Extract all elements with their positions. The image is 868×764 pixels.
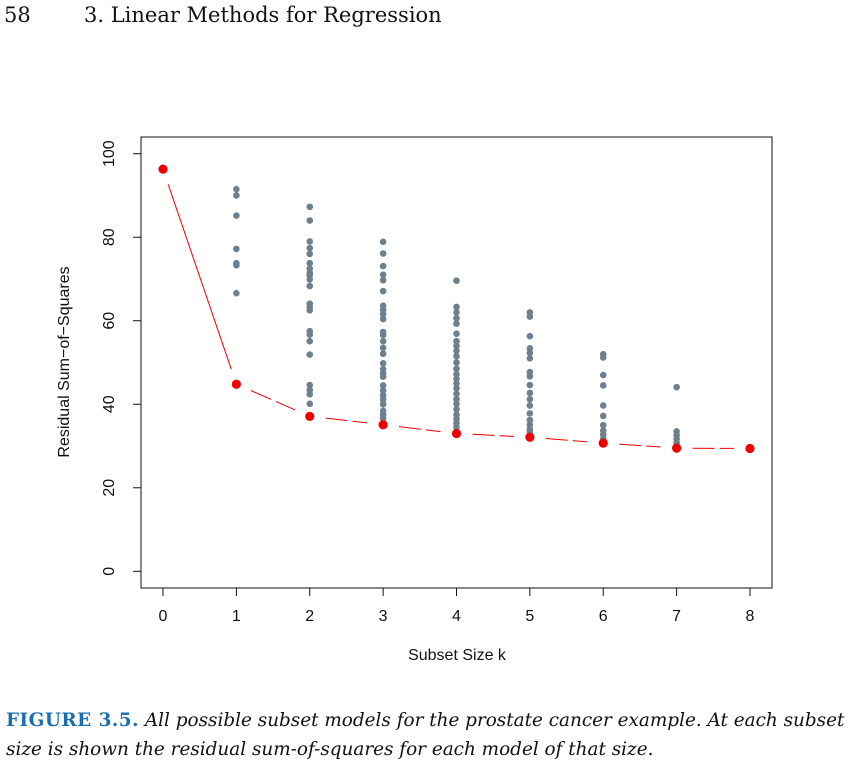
- model-point: [527, 373, 534, 380]
- best-subset-point: [599, 438, 608, 447]
- model-point: [600, 354, 607, 361]
- model-point: [527, 382, 534, 389]
- curve-segment: [168, 184, 231, 369]
- subset-rss-chart: 0 1 2 3 4 5 6 7 8 0 20 40 60 80 100 Subset Size k Res…: [0, 0, 868, 700]
- model-point: [527, 390, 534, 397]
- best-subset-curve: [168, 184, 734, 448]
- model-point: [380, 360, 387, 367]
- curve-segment: [619, 444, 660, 447]
- model-point: [380, 239, 387, 246]
- model-point: [527, 313, 534, 320]
- model-point: [233, 290, 240, 297]
- model-point: [600, 402, 607, 409]
- model-point: [453, 330, 460, 337]
- model-point: [306, 217, 313, 224]
- model-point: [380, 316, 387, 323]
- model-point: [527, 333, 534, 340]
- x-tick-label: 5: [525, 608, 534, 625]
- x-tick-label: 3: [379, 608, 388, 625]
- model-point: [380, 338, 387, 345]
- model-point: [380, 277, 387, 284]
- model-point: [306, 245, 313, 252]
- x-tick-label: 8: [746, 608, 755, 625]
- model-point: [306, 283, 313, 290]
- model-point: [453, 320, 460, 327]
- figure-caption: FIGURE 3.5. All possible subset models f…: [6, 706, 866, 764]
- model-point: [380, 250, 387, 257]
- model-point: [306, 307, 313, 314]
- y-tick-label: 20: [101, 479, 118, 497]
- model-point: [527, 410, 534, 417]
- all-models-points: [233, 186, 680, 449]
- model-point: [380, 401, 387, 408]
- curve-segment: [326, 418, 368, 423]
- model-point: [233, 262, 240, 269]
- y-tick-label: 80: [101, 228, 118, 246]
- y-tick-label: 40: [101, 395, 118, 413]
- x-tick-label: 7: [672, 608, 681, 625]
- best-subset-point: [379, 420, 388, 429]
- best-subset-point: [452, 429, 461, 438]
- model-point: [380, 332, 387, 339]
- model-point: [306, 203, 313, 210]
- model-point: [306, 338, 313, 345]
- model-point: [380, 350, 387, 357]
- model-point: [527, 396, 534, 403]
- y-axis: 0 20 40 60 80 100: [101, 140, 141, 575]
- curve-segment: [546, 439, 587, 442]
- best-subset-point: [745, 444, 754, 453]
- model-point: [600, 372, 607, 379]
- best-subset-point: [232, 380, 241, 389]
- model-point: [233, 192, 240, 199]
- model-point: [453, 309, 460, 316]
- model-point: [673, 384, 680, 391]
- model-point: [380, 288, 387, 295]
- x-tick-label: 1: [232, 608, 241, 625]
- x-tick-label: 4: [452, 608, 461, 625]
- y-tick-label: 0: [101, 567, 118, 576]
- model-point: [527, 355, 534, 362]
- model-point: [600, 382, 607, 389]
- best-subset-point: [158, 165, 167, 174]
- x-axis-label: Subset Size k: [408, 647, 507, 664]
- x-tick-label: 2: [305, 608, 314, 625]
- x-tick-label: 0: [159, 608, 168, 625]
- y-axis-label: Residual Sum−of−Squares: [56, 266, 73, 457]
- curve-segment: [251, 391, 295, 410]
- model-point: [453, 359, 460, 366]
- model-point: [233, 212, 240, 219]
- model-point: [233, 246, 240, 253]
- model-point: [453, 353, 460, 360]
- y-tick-label: 60: [101, 312, 118, 330]
- curve-segment: [399, 427, 441, 432]
- model-point: [380, 345, 387, 352]
- model-point: [306, 351, 313, 358]
- model-point: [453, 277, 460, 284]
- best-subset-point: [525, 433, 534, 442]
- model-point: [306, 401, 313, 408]
- model-point: [600, 413, 607, 420]
- model-point: [306, 331, 313, 338]
- x-tick-label: 6: [599, 608, 608, 625]
- model-point: [380, 373, 387, 380]
- curve-segment: [472, 434, 513, 436]
- figure-label: FIGURE 3.5.: [6, 710, 139, 731]
- model-point: [527, 402, 534, 409]
- model-point: [380, 263, 387, 270]
- best-subset-point: [305, 412, 314, 421]
- best-subset-point: [672, 444, 681, 453]
- y-tick-label: 100: [101, 140, 118, 167]
- model-point: [306, 238, 313, 245]
- model-point: [306, 391, 313, 398]
- model-point: [233, 186, 240, 193]
- x-axis: 0 1 2 3 4 5 6 7 8: [159, 588, 755, 625]
- model-point: [306, 276, 313, 283]
- model-point: [306, 251, 313, 258]
